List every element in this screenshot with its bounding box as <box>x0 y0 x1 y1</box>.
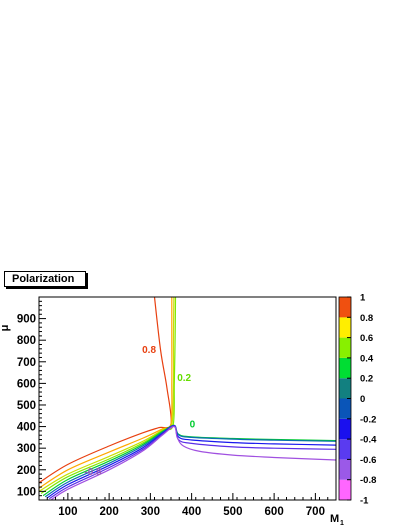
contour-line--0.2 <box>44 424 336 498</box>
contour-line-0.8 <box>39 297 172 484</box>
y-tick-label-400: 400 <box>17 422 36 434</box>
colorbar-band-8 <box>339 317 351 338</box>
contour-line-0.4 <box>39 297 175 492</box>
x-tick-label-700: 700 <box>306 506 325 518</box>
contour-line-0 <box>42 424 336 497</box>
contour-labels: 0.8 0.2 0 -0.8 <box>84 345 195 478</box>
colorbar-label--0.6: -0.6 <box>360 455 376 466</box>
contour-line--0.8 <box>51 425 336 500</box>
y-tick-label-500: 500 <box>17 400 36 412</box>
x-axis-title: M <box>330 513 339 525</box>
x-tick-label-600: 600 <box>265 506 284 518</box>
colorbar-label--0.4: -0.4 <box>360 435 377 446</box>
y-tick-label-100: 100 <box>17 486 36 498</box>
colorbar-band-0 <box>339 479 351 500</box>
contour-label-0: 0 <box>190 420 196 431</box>
y-tick-label-300: 300 <box>17 443 36 455</box>
colorbar-label-0.2: 0.2 <box>360 374 373 385</box>
contour-line-0.6 <box>39 297 173 489</box>
colorbar-label--1: -1 <box>360 496 369 507</box>
y-axis-title: μ <box>0 325 11 332</box>
chart-title: Polarization <box>4 271 86 287</box>
x-tick-label-300: 300 <box>141 506 160 518</box>
colorbar-band-7 <box>339 337 351 358</box>
x-tick-label-400: 400 <box>182 506 201 518</box>
colorbar-band-5 <box>339 378 351 399</box>
colorbar-label--0.2: -0.2 <box>360 414 376 425</box>
x-tick-label-500: 500 <box>223 506 242 518</box>
colorbar-label-1: 1 <box>360 293 366 304</box>
y-tick-label-900: 900 <box>17 314 36 326</box>
colorbar-label-0.4: 0.4 <box>360 353 374 364</box>
y-tick-label-600: 600 <box>17 378 36 390</box>
colorbar-label-0.6: 0.6 <box>360 333 373 344</box>
x-tick-label-100: 100 <box>58 506 77 518</box>
colorbar-band-3 <box>339 418 351 440</box>
colorbar-band-2 <box>339 439 351 460</box>
x-axis-title-subscript: 1 <box>340 520 344 527</box>
axis-ticks: 100 200 300 400 500 600 700 100 200 300 400 500 600 7… <box>17 300 337 518</box>
y-tick-label-200: 200 <box>17 465 36 477</box>
contour-line-0.2 <box>40 297 177 495</box>
colorbar: 1 0.8 0.6 0.4 0.2 0 -0.2 -0.4 -0.6 -0.8 -1 <box>338 293 377 507</box>
x-tick-label-200: 200 <box>100 506 119 518</box>
colorbar-label-0.8: 0.8 <box>360 313 373 324</box>
colorbar-label--0.8: -0.8 <box>360 475 376 486</box>
contour-label-0.2: 0.2 <box>177 373 191 384</box>
y-tick-label-700: 700 <box>17 357 36 369</box>
contour-label-0.8: 0.8 <box>142 345 156 356</box>
colorbar-band-1 <box>339 459 351 480</box>
colorbar-band-4 <box>339 398 351 419</box>
colorbar-band-6 <box>339 357 351 379</box>
contour-lines <box>39 297 336 500</box>
contour-label--0.8: -0.8 <box>84 467 102 478</box>
colorbar-label-0: 0 <box>360 394 365 405</box>
colorbar-band-10 <box>339 297 351 318</box>
y-tick-label-800: 800 <box>17 335 36 347</box>
